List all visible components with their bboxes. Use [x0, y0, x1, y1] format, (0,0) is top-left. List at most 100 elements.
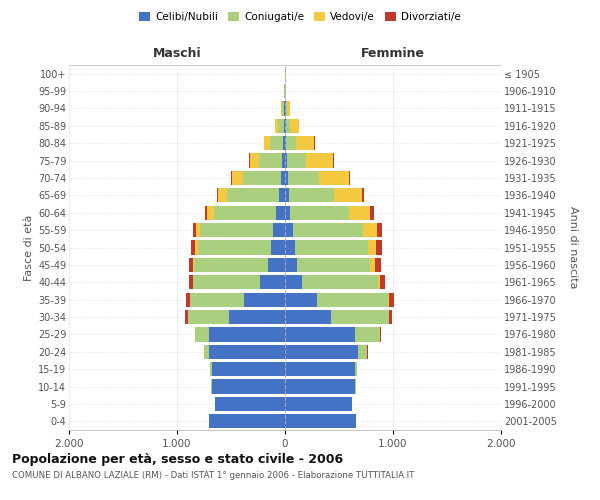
Bar: [285, 240, 295, 254]
Bar: [205, 206, 207, 220]
Bar: [210, 362, 212, 376]
Bar: [282, 102, 284, 116]
Bar: [281, 171, 285, 185]
Bar: [268, 258, 285, 272]
Bar: [285, 310, 331, 324]
Bar: [243, 171, 281, 185]
Bar: [250, 154, 259, 168]
Bar: [273, 223, 285, 237]
Bar: [370, 206, 374, 220]
Bar: [317, 292, 388, 307]
Bar: [190, 292, 244, 307]
Bar: [207, 206, 214, 220]
Bar: [200, 223, 273, 237]
Y-axis label: Fasce di età: Fasce di età: [23, 214, 34, 280]
Bar: [209, 328, 285, 342]
Bar: [285, 414, 356, 428]
Bar: [295, 240, 368, 254]
Bar: [378, 275, 380, 289]
Bar: [285, 275, 302, 289]
Bar: [284, 118, 285, 133]
Bar: [264, 136, 271, 150]
Bar: [285, 136, 286, 150]
Bar: [302, 275, 378, 289]
Bar: [307, 154, 334, 168]
Bar: [286, 118, 290, 133]
Bar: [189, 275, 193, 289]
Bar: [209, 344, 285, 359]
Bar: [185, 310, 188, 324]
Bar: [193, 258, 194, 272]
Bar: [218, 188, 227, 202]
Bar: [285, 206, 290, 220]
Bar: [215, 397, 285, 411]
Bar: [271, 240, 285, 254]
Bar: [389, 292, 394, 307]
Bar: [389, 310, 392, 324]
Bar: [285, 328, 355, 342]
Bar: [188, 310, 229, 324]
Bar: [331, 310, 389, 324]
Bar: [287, 154, 307, 168]
Text: COMUNE DI ALBANO LAZIALE (RM) - Dati ISTAT 1° gennaio 2006 - Elaborazione TUTTIT: COMUNE DI ALBANO LAZIALE (RM) - Dati IST…: [12, 471, 415, 480]
Bar: [374, 258, 380, 272]
Bar: [244, 292, 285, 307]
Bar: [285, 258, 297, 272]
Bar: [193, 223, 196, 237]
Bar: [260, 275, 285, 289]
Bar: [229, 310, 285, 324]
Text: Femmine: Femmine: [361, 47, 425, 60]
Bar: [212, 362, 285, 376]
Bar: [296, 136, 314, 150]
Bar: [288, 171, 319, 185]
Bar: [283, 154, 285, 168]
Bar: [275, 118, 278, 133]
Bar: [285, 397, 352, 411]
Legend: Celibi/Nubili, Coniugati/e, Vedovi/e, Divorziati/e: Celibi/Nubili, Coniugati/e, Vedovi/e, Di…: [135, 8, 465, 26]
Bar: [290, 206, 349, 220]
Bar: [196, 328, 209, 342]
Y-axis label: Anni di nascita: Anni di nascita: [568, 206, 578, 289]
Bar: [285, 380, 355, 394]
Bar: [355, 362, 358, 376]
Bar: [293, 223, 363, 237]
Bar: [197, 240, 271, 254]
Bar: [285, 362, 355, 376]
Bar: [380, 275, 385, 289]
Bar: [281, 102, 283, 116]
Bar: [259, 154, 283, 168]
Bar: [290, 118, 299, 133]
Bar: [278, 188, 285, 202]
Bar: [286, 136, 296, 150]
Bar: [285, 292, 317, 307]
Bar: [370, 258, 374, 272]
Bar: [285, 188, 289, 202]
Bar: [285, 154, 287, 168]
Bar: [232, 171, 243, 185]
Bar: [278, 118, 284, 133]
Bar: [196, 240, 197, 254]
Bar: [217, 188, 218, 202]
Text: Popolazione per età, sesso e stato civile - 2006: Popolazione per età, sesso e stato civil…: [12, 452, 343, 466]
Bar: [289, 188, 334, 202]
Bar: [189, 258, 193, 272]
Bar: [204, 344, 209, 359]
Bar: [380, 328, 382, 342]
Bar: [227, 188, 278, 202]
Bar: [191, 240, 196, 254]
Bar: [388, 292, 389, 307]
Bar: [377, 223, 382, 237]
Bar: [376, 240, 382, 254]
Bar: [297, 258, 370, 272]
Bar: [349, 171, 350, 185]
Bar: [231, 171, 232, 185]
Bar: [355, 328, 380, 342]
Bar: [334, 188, 362, 202]
Bar: [196, 223, 200, 237]
Bar: [285, 118, 286, 133]
Bar: [193, 275, 260, 289]
Bar: [362, 188, 364, 202]
Bar: [358, 344, 367, 359]
Bar: [214, 206, 277, 220]
Bar: [319, 171, 349, 185]
